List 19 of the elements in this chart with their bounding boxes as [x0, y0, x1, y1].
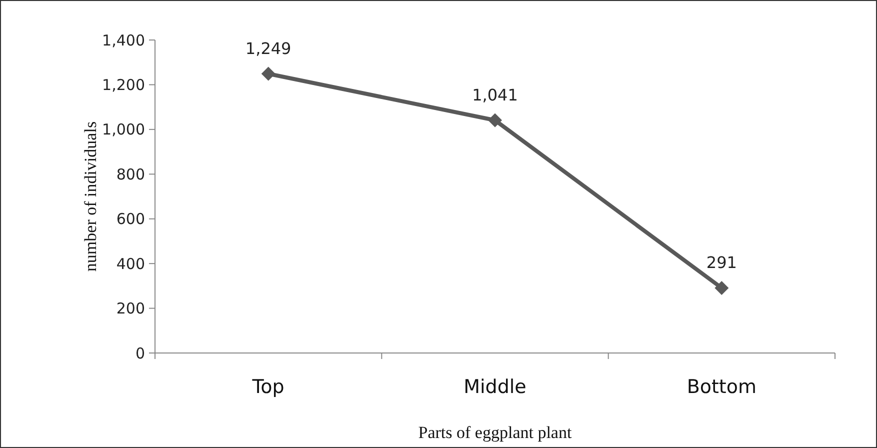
x-tick-label: Bottom: [686, 376, 757, 398]
y-tick-label: 800: [116, 165, 145, 184]
y-tick-label: 1,200: [102, 76, 145, 94]
y-tick-label: 600: [116, 210, 145, 228]
y-tick-label: 0: [135, 344, 145, 362]
y-tick-label: 200: [116, 300, 145, 318]
text: 1,249: [245, 38, 292, 58]
y-tick-label: 1,000: [102, 120, 145, 139]
y-tick-label: 1,400: [102, 31, 145, 50]
point: [488, 113, 502, 128]
text: 1,041: [472, 85, 518, 104]
text: 291: [706, 252, 737, 272]
x-tick-label: Top: [251, 376, 284, 398]
point: [261, 66, 276, 81]
x-tick-label: Middle: [464, 376, 526, 398]
point: [714, 280, 729, 295]
y-tick-label: 400: [116, 254, 145, 273]
y-axis-title: number of individuals: [81, 121, 100, 272]
x-axis-title: Parts of eggplant plant: [418, 423, 572, 442]
